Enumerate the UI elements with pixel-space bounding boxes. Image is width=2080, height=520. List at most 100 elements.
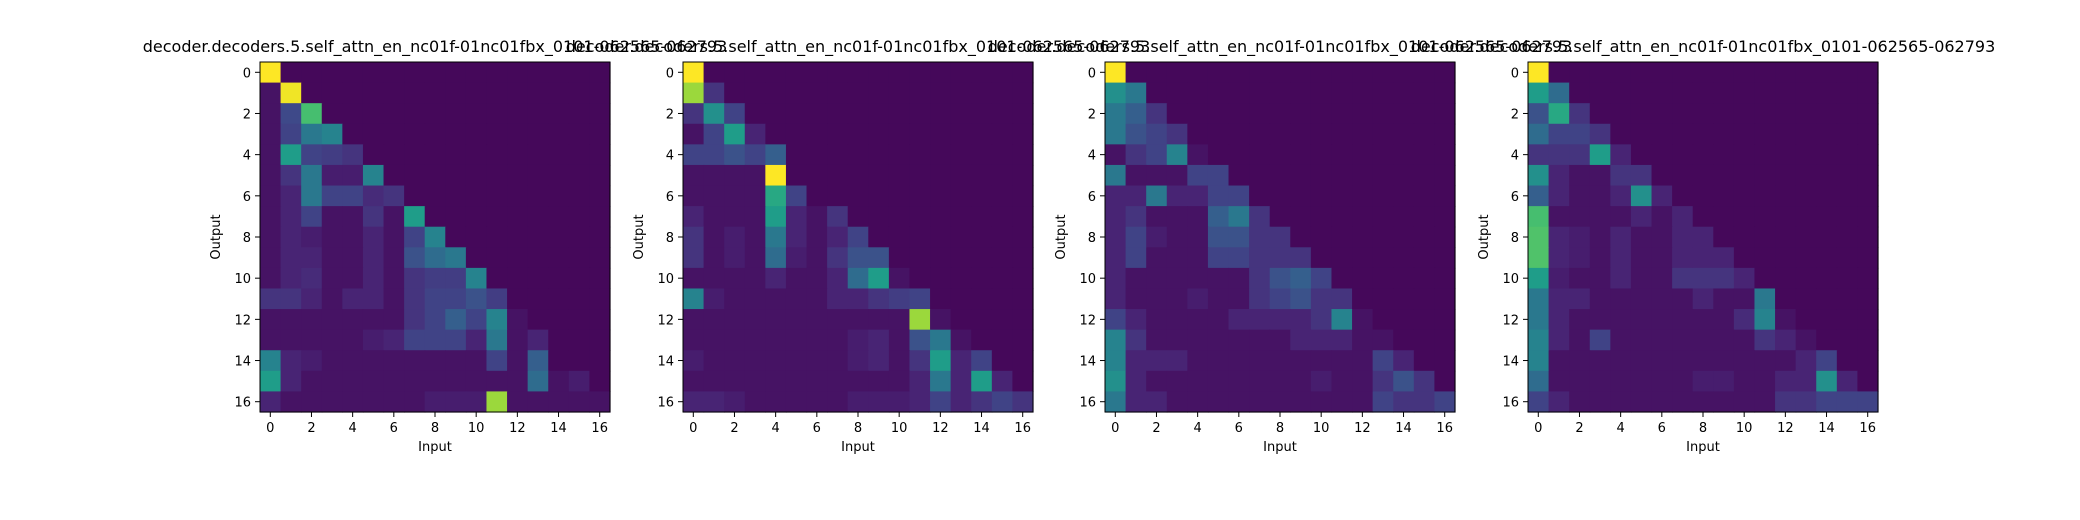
heatmap-cell xyxy=(1754,62,1776,84)
heatmap-cell xyxy=(1310,267,1333,290)
heatmap-cell xyxy=(1692,62,1714,84)
x-tick-label: 12 xyxy=(1354,421,1371,436)
heatmap-cell xyxy=(827,123,849,145)
heatmap-cell xyxy=(868,144,890,166)
heatmap-cell xyxy=(1146,309,1168,331)
heatmap-cell xyxy=(1548,391,1570,413)
heatmap-cell xyxy=(1548,164,1570,187)
heatmap-cell xyxy=(1393,62,1415,84)
heatmap-cell xyxy=(1733,164,1756,187)
heatmap-cell xyxy=(1372,391,1394,413)
heatmap-cell xyxy=(1569,185,1591,207)
y-tick-label: 16 xyxy=(234,396,251,411)
heatmap-cell xyxy=(950,370,972,393)
heatmap-cell xyxy=(1528,164,1550,187)
heatmap-cell xyxy=(868,247,890,269)
heatmap-cell xyxy=(1290,329,1312,351)
heatmap-cell xyxy=(868,206,890,228)
heatmap-cell xyxy=(909,370,931,393)
heatmap-cell xyxy=(991,82,1014,104)
heatmap-cell xyxy=(301,267,323,290)
heatmap-cell xyxy=(827,103,849,125)
heatmap-cell xyxy=(1372,370,1394,393)
heatmap-cell xyxy=(1630,288,1653,310)
heatmap-cell xyxy=(527,144,549,166)
heatmap-cell xyxy=(1187,247,1209,269)
heatmap-cell xyxy=(445,164,467,187)
heatmap-cell xyxy=(1713,309,1735,331)
heatmap-cell xyxy=(1105,247,1127,269)
heatmap-cell xyxy=(991,391,1014,413)
heatmap-cell xyxy=(1589,247,1611,269)
heatmap-cell xyxy=(301,103,323,125)
heatmap-cell xyxy=(1816,329,1838,351)
heatmap-cell xyxy=(383,226,405,248)
heatmap-cell xyxy=(1548,288,1570,310)
heatmap-cell xyxy=(724,103,746,125)
x-tick-label: 12 xyxy=(509,421,526,436)
heatmap-cell xyxy=(971,82,993,104)
heatmap-cell xyxy=(1651,391,1673,413)
heatmap-cell xyxy=(1548,103,1570,125)
heatmap-cell xyxy=(445,370,467,393)
heatmap-cell xyxy=(383,82,405,104)
heatmap-cell xyxy=(1331,123,1353,145)
heatmap-cell xyxy=(847,309,869,331)
heatmap-cell xyxy=(683,329,705,351)
heatmap-cell xyxy=(1207,350,1230,372)
heatmap-cell xyxy=(1269,123,1291,145)
heatmap-cell xyxy=(909,123,931,145)
heatmap-cell xyxy=(909,185,931,207)
heatmap-cell xyxy=(1795,164,1817,187)
heatmap-cell xyxy=(1651,123,1673,145)
heatmap-cell xyxy=(1331,62,1353,84)
heatmap-cell xyxy=(909,391,931,413)
heatmap-cell xyxy=(1651,247,1673,269)
y-tick-label: 10 xyxy=(657,272,674,287)
heatmap-cell xyxy=(744,370,766,393)
heatmap-cell xyxy=(1836,164,1859,187)
heatmap-cell xyxy=(548,350,570,372)
heatmap-cell xyxy=(321,62,343,84)
x-tick-label: 14 xyxy=(550,421,567,436)
heatmap-cell xyxy=(404,329,426,351)
heatmap-cell xyxy=(765,185,787,207)
heatmap-cell xyxy=(527,350,549,372)
heatmap-cell xyxy=(765,391,787,413)
heatmap-cell xyxy=(1166,267,1188,290)
heatmap-cell xyxy=(1651,62,1673,84)
heatmap-cell xyxy=(683,288,705,310)
heatmap-cell xyxy=(888,267,911,290)
x-tick-label: 0 xyxy=(1534,421,1542,436)
heatmap-cell xyxy=(1672,185,1694,207)
heatmap-cell xyxy=(1249,247,1271,269)
heatmap-cell xyxy=(465,267,488,290)
heatmap-cell xyxy=(1249,309,1271,331)
heatmap-cell xyxy=(1434,226,1456,248)
heatmap-cell xyxy=(1548,206,1570,228)
heatmap-cell xyxy=(1816,185,1838,207)
heatmap-cell xyxy=(1393,164,1415,187)
heatmap-cell xyxy=(1692,123,1714,145)
heatmap-cell xyxy=(1692,103,1714,125)
heatmap-cell xyxy=(1310,309,1333,331)
heatmap-cell xyxy=(383,206,405,228)
heatmap-cell xyxy=(1105,164,1127,187)
heatmap-cells xyxy=(1105,62,1456,413)
heatmap-cell xyxy=(827,82,849,104)
heatmap-cell xyxy=(888,288,911,310)
heatmap-cell xyxy=(888,62,911,84)
heatmap-cell xyxy=(724,391,746,413)
heatmap-cell xyxy=(507,288,529,310)
heatmap-cell xyxy=(827,185,849,207)
heatmap-cell xyxy=(1672,123,1694,145)
heatmap-cell xyxy=(1733,288,1756,310)
heatmap-cell xyxy=(1207,288,1230,310)
heatmap-cell xyxy=(548,62,570,84)
heatmap-cell xyxy=(1548,267,1570,290)
heatmap-cell xyxy=(1166,103,1188,125)
heatmap-cell xyxy=(971,309,993,331)
heatmap-cell xyxy=(1836,185,1859,207)
heatmap-cell xyxy=(445,350,467,372)
heatmap-cell xyxy=(1775,206,1797,228)
